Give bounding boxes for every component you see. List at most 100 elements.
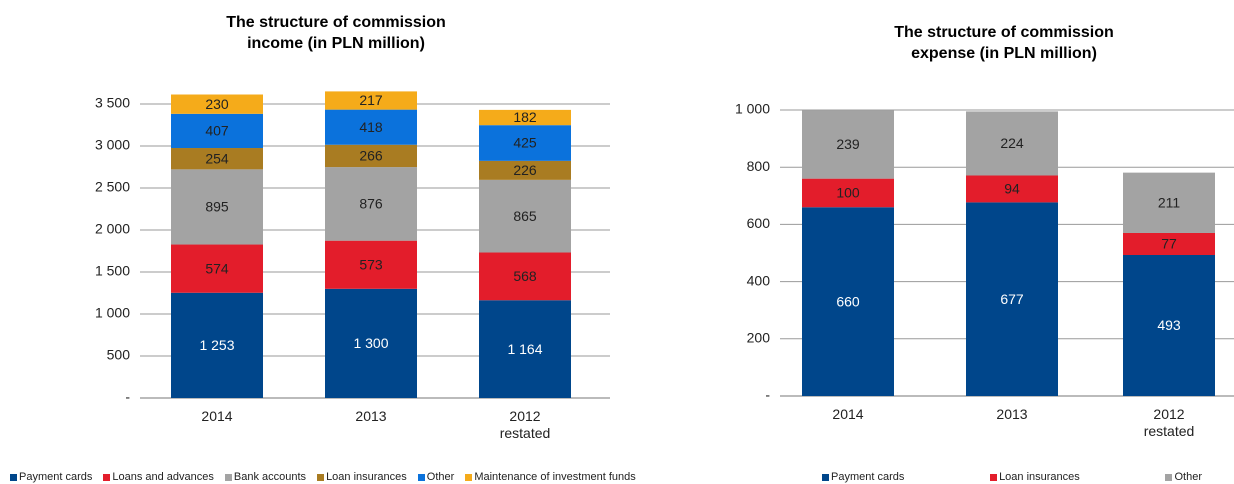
y-tick-label: - — [125, 389, 130, 405]
bar-segment — [171, 113, 263, 149]
data-label: 677 — [1000, 291, 1024, 307]
bar-segment — [171, 94, 263, 114]
x-tick-label: 2014 — [201, 408, 233, 424]
x-tick-label: 2014 — [832, 406, 864, 422]
y-tick-label: 200 — [747, 330, 771, 346]
legend-label: Payment cards — [831, 471, 905, 483]
legend-label: Other — [1174, 471, 1202, 483]
chart-title: The structure of commission expense (in … — [894, 24, 1114, 62]
data-label: 230 — [205, 96, 229, 112]
legend-item: Payment cards — [822, 471, 904, 483]
legend-swatch — [10, 473, 17, 481]
data-label: 568 — [513, 268, 537, 284]
bar-segment — [966, 111, 1058, 176]
x-tick-label: 2012 restated — [499, 408, 551, 441]
y-tick-label: 500 — [107, 347, 131, 363]
legend-label: Maintenance of investment funds — [474, 471, 636, 483]
data-label: 1 253 — [199, 337, 234, 353]
data-label: 224 — [1000, 135, 1024, 151]
y-tick-label: 1 000 — [735, 101, 770, 117]
x-tick-label: 2012 restated — [1143, 406, 1195, 439]
legend-item: Loan insurances — [317, 471, 407, 483]
bar-segment — [479, 300, 571, 398]
data-label: 94 — [1004, 181, 1020, 197]
x-tick-label: 2013 — [355, 408, 387, 424]
data-label: 182 — [513, 109, 537, 125]
data-label: 1 164 — [507, 341, 542, 357]
legend: Payment cards Loan insurances Other — [822, 471, 1202, 483]
data-label: 1 300 — [353, 335, 388, 351]
x-tick-label: 2013 — [996, 406, 1028, 422]
bar-segment — [171, 244, 263, 293]
bar-segment — [479, 179, 571, 253]
y-tick-label: 1 000 — [95, 305, 130, 321]
y-tick-label: 2 500 — [95, 179, 130, 195]
y-tick-label: 800 — [747, 158, 771, 174]
legend-swatch — [465, 473, 473, 481]
data-label: 211 — [1158, 195, 1181, 211]
legend-swatch — [103, 473, 111, 481]
bar-segment — [325, 167, 417, 241]
data-label: 226 — [513, 162, 537, 178]
data-label: 239 — [836, 136, 860, 152]
data-label: 865 — [513, 208, 537, 224]
data-label: 493 — [1157, 317, 1181, 333]
y-tick-label: 3 500 — [95, 95, 130, 111]
data-label: 266 — [359, 148, 383, 164]
data-label: 573 — [359, 256, 383, 272]
bar-segment — [479, 125, 571, 161]
data-label: 407 — [205, 123, 229, 139]
bar-segment — [325, 91, 417, 110]
bar-segment — [1123, 232, 1215, 256]
legend-item: Loan insurances — [990, 471, 1080, 483]
legend: Payment cards Loans and advances Bank acco… — [10, 471, 636, 483]
bar-segment — [325, 109, 417, 145]
legend-label: Payment cards — [19, 471, 93, 483]
legend-label: Other — [426, 471, 455, 483]
bar-segment — [966, 202, 1058, 396]
bar-segment — [1123, 255, 1215, 396]
y-tick-label: 2 000 — [95, 221, 130, 237]
data-label: 100 — [836, 185, 860, 201]
legend-swatch — [990, 473, 998, 481]
bar-segment — [479, 252, 571, 301]
legend-label: Loans and advances — [112, 471, 214, 483]
legend-label: Bank accounts — [233, 471, 307, 483]
y-tick-label: 600 — [747, 215, 771, 231]
bar-segment — [479, 160, 571, 180]
bar-segment — [966, 175, 1058, 203]
legend-item: Loans and advances — [103, 471, 214, 483]
legend-item: Payment cards — [10, 471, 92, 483]
data-label: 876 — [359, 196, 383, 212]
data-label: 254 — [205, 150, 229, 166]
bar-segment — [325, 144, 417, 168]
legend-swatch — [417, 473, 425, 481]
legend-swatch — [822, 473, 829, 481]
bar-segment — [802, 207, 894, 396]
legend-item: Other — [417, 471, 455, 483]
legend-item: Maintenance of investment funds — [465, 471, 636, 483]
data-label: 418 — [359, 119, 383, 135]
bar-segment — [325, 288, 417, 398]
legend-item: Other — [1165, 471, 1202, 483]
y-tick-label: 1 500 — [95, 263, 130, 279]
bar-segment — [171, 292, 263, 398]
bar-segment — [802, 110, 894, 179]
data-label: 660 — [836, 293, 860, 309]
legend-swatch — [317, 473, 325, 481]
bar-segment — [479, 109, 571, 126]
data-label: 425 — [513, 135, 537, 151]
y-tick-label: 400 — [747, 272, 771, 288]
data-label: 895 — [205, 199, 229, 215]
bar-segment — [171, 169, 263, 245]
bar-segment — [1123, 172, 1215, 233]
legend-label: Loan insurances — [326, 471, 407, 483]
bar-segment — [802, 178, 894, 208]
bar-segment — [325, 240, 417, 289]
legend-item: Bank accounts — [224, 471, 307, 483]
y-tick-label: - — [765, 387, 770, 403]
data-label: 217 — [359, 92, 383, 108]
bar-segment — [171, 148, 263, 170]
y-tick-label: 3 000 — [95, 137, 130, 153]
